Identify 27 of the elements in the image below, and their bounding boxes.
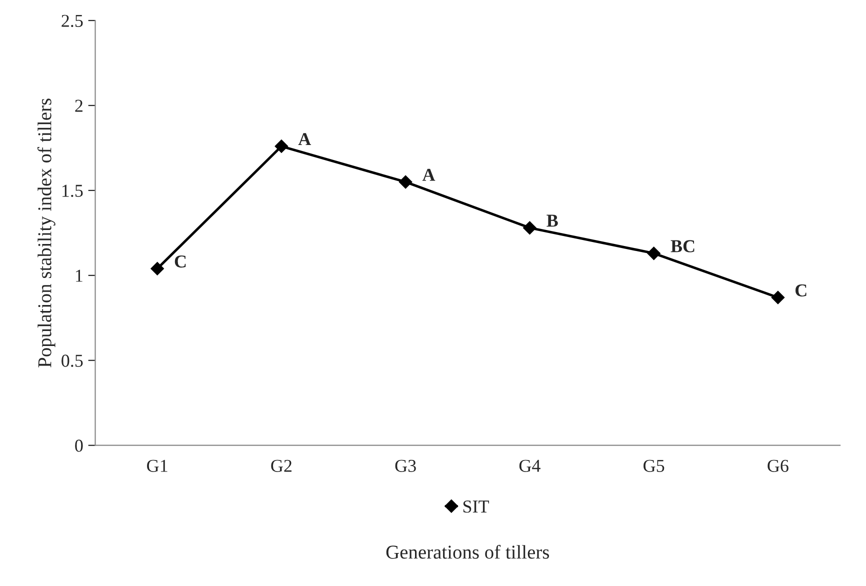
y-tick-label: 0 [75, 440, 83, 452]
annotation: B [546, 214, 558, 227]
y-tick-label: 0.5 [62, 354, 83, 367]
annotation: A [422, 168, 436, 181]
x-tick-label: G4 [519, 460, 540, 472]
y-tick-label: 1.5 [62, 184, 83, 197]
annotation: C [796, 284, 806, 296]
x-tick-label: G1 [147, 460, 168, 472]
point [771, 290, 785, 304]
x-tick-label: G2 [271, 460, 292, 472]
annotation: C [174, 255, 186, 268]
annotation: BC [670, 240, 694, 252]
x-tick-label: G5 [644, 460, 664, 472]
x-axis-title: Generations of tillers [386, 544, 550, 559]
legend-label: SIT [463, 500, 490, 513]
x-tick-label: G6 [768, 460, 788, 472]
y-axis-title: Population stability index of tillers [37, 98, 56, 368]
y-tick-label: 1 [76, 270, 82, 282]
point [274, 140, 288, 153]
y-tick-label: 2 [75, 100, 82, 112]
point [150, 262, 164, 276]
point [398, 175, 412, 189]
y-tick-label: 2.5 [62, 14, 83, 28]
point [523, 221, 536, 234]
x-tick-label: G3 [395, 460, 416, 472]
annotation: A [298, 133, 312, 146]
point [647, 246, 660, 260]
